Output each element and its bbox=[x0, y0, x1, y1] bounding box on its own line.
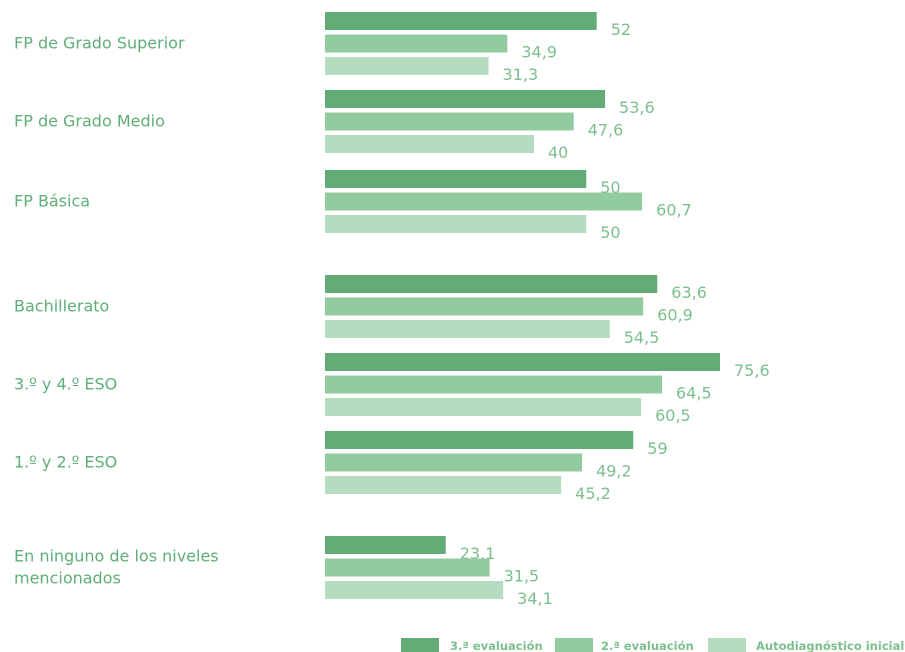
category-label: En ninguno de los niveles mencionados bbox=[14, 547, 219, 588]
legend-swatch bbox=[708, 638, 746, 652]
data-label: 47,6 bbox=[588, 121, 624, 140]
data-label: 23,1 bbox=[460, 544, 496, 563]
data-label: 50 bbox=[600, 223, 620, 242]
data-label: 63,6 bbox=[671, 283, 707, 302]
bar-autodiagnostico-inicial bbox=[325, 398, 642, 416]
category-group-fp-basica: FP Básica 50 60,7 50 bbox=[14, 170, 692, 242]
bar-3-evaluacion bbox=[325, 431, 634, 449]
data-label: 60,5 bbox=[655, 406, 691, 425]
legend-item-2-evaluacion: 2.ª evaluación bbox=[555, 638, 694, 652]
bar-3-evaluacion bbox=[325, 536, 446, 554]
data-label: 59 bbox=[647, 439, 667, 458]
bar-autodiagnostico-inicial bbox=[325, 215, 587, 233]
data-label: 40 bbox=[548, 143, 568, 162]
data-label: 54,5 bbox=[624, 328, 660, 347]
bar-2-evaluacion bbox=[325, 34, 508, 53]
bar-3-evaluacion bbox=[325, 12, 597, 30]
category-label: FP de Grado Superior bbox=[14, 34, 185, 53]
data-label: 31,3 bbox=[503, 65, 539, 84]
legend-label: 3.ª evaluación bbox=[450, 639, 543, 652]
category-label: FP Básica bbox=[14, 192, 90, 211]
data-label: 34,1 bbox=[517, 589, 553, 608]
data-label: 49,2 bbox=[596, 462, 632, 481]
bar-autodiagnostico-inicial bbox=[325, 135, 534, 153]
data-label: 75,6 bbox=[734, 361, 770, 380]
bar-autodiagnostico-inicial bbox=[325, 581, 504, 599]
category-group-fp-de-grado-superior: FP de Grado Superior 52 34,9 31,3 bbox=[14, 12, 631, 84]
bar-3-evaluacion bbox=[325, 353, 720, 371]
category-group-fp-de-grado-medio: FP de Grado Medio 53,6 47,6 40 bbox=[14, 90, 655, 162]
bar-2-evaluacion bbox=[325, 297, 644, 316]
data-label: 31,5 bbox=[504, 567, 540, 586]
bar-3-evaluacion bbox=[325, 275, 658, 293]
legend-label: Autodiagnóstico inicial bbox=[756, 639, 904, 652]
bar-2-evaluacion bbox=[325, 112, 574, 131]
category-group-1-y-2-eso: 1.º y 2.º ESO 59 49,2 45,2 bbox=[14, 431, 668, 503]
legend: 3.ª evaluación 2.ª evaluación Autodiagnóst… bbox=[401, 638, 904, 652]
category-group-en-ninguno-de-los-niveles-mencionados: En ninguno de los niveles mencionados 23,1… bbox=[14, 536, 553, 608]
data-label: 53,6 bbox=[619, 98, 655, 117]
data-label: 45,2 bbox=[575, 484, 611, 503]
bar-2-evaluacion bbox=[325, 453, 583, 472]
bar-3-evaluacion bbox=[325, 170, 587, 188]
data-label: 60,7 bbox=[656, 201, 692, 220]
category-label: 1.º y 2.º ESO bbox=[14, 453, 117, 472]
bar-2-evaluacion bbox=[325, 192, 643, 211]
data-label: 50 bbox=[600, 178, 620, 197]
category-label: Bachillerato bbox=[14, 297, 109, 316]
legend-item-autodiagnostico-inicial: Autodiagnóstico inicial bbox=[708, 638, 904, 652]
bar-2-evaluacion bbox=[325, 375, 663, 394]
bar-3-evaluacion bbox=[325, 90, 606, 108]
legend-swatch bbox=[555, 638, 593, 652]
data-label: 64,5 bbox=[676, 384, 712, 403]
category-label: 3.º y 4.º ESO bbox=[14, 375, 117, 394]
data-label: 60,9 bbox=[657, 306, 693, 325]
bar-autodiagnostico-inicial bbox=[325, 476, 562, 494]
legend-swatch bbox=[401, 638, 439, 652]
data-label: 52 bbox=[611, 20, 631, 39]
legend-item-3-evaluacion: 3.ª evaluación bbox=[401, 638, 543, 652]
bar-2-evaluacion bbox=[325, 558, 490, 577]
legend-label: 2.ª evaluación bbox=[601, 639, 694, 652]
bar-autodiagnostico-inicial bbox=[325, 320, 610, 338]
category-group-3-y-4-eso: 3.º y 4.º ESO 75,6 64,5 60,5 bbox=[14, 353, 770, 425]
bar-autodiagnostico-inicial bbox=[325, 57, 489, 75]
category-group-bachillerato: Bachillerato 63,6 60,9 54,5 bbox=[14, 275, 707, 347]
category-label: FP de Grado Medio bbox=[14, 112, 165, 131]
data-label: 34,9 bbox=[521, 43, 557, 62]
